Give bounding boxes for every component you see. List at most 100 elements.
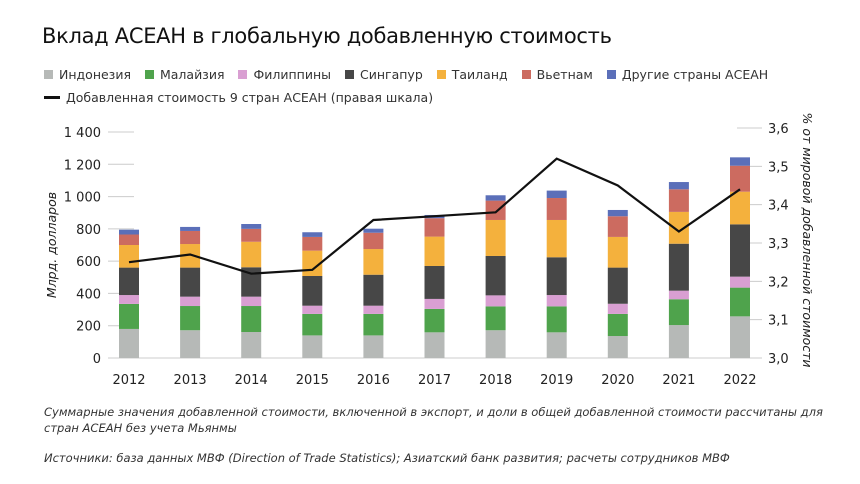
bar-segment bbox=[607, 336, 628, 358]
bar-segment bbox=[546, 295, 567, 307]
bar-segment bbox=[485, 306, 506, 331]
bar-segment bbox=[607, 303, 628, 314]
y2-axis-label: % от мировой добавленной стоимости bbox=[800, 112, 815, 367]
bar-segment bbox=[730, 287, 750, 317]
chart-source: Источники: база данных МВФ (Direction of… bbox=[44, 451, 730, 465]
bar-segment bbox=[424, 265, 445, 299]
bar-segment bbox=[546, 332, 567, 358]
legend-swatch bbox=[436, 70, 446, 79]
bar-segment bbox=[180, 230, 201, 245]
legend-item: Сингапур bbox=[345, 67, 423, 82]
bar-segment bbox=[180, 244, 201, 268]
bar-segment bbox=[119, 245, 139, 268]
bar-segment bbox=[363, 305, 384, 314]
bar-segment bbox=[668, 299, 689, 326]
bar-segment bbox=[546, 306, 567, 333]
bar-segment bbox=[180, 267, 201, 297]
y-tick-label: 1 200 bbox=[64, 158, 101, 173]
legend-label: Другие страны АСЕАН bbox=[621, 67, 769, 82]
bar-segment bbox=[485, 200, 506, 220]
bar-segment bbox=[546, 198, 567, 220]
bar-segment bbox=[302, 305, 323, 314]
bar-segment bbox=[424, 218, 445, 237]
legend-swatch bbox=[144, 70, 154, 79]
chart-title: Вклад АСЕАН в глобальную добавленную сто… bbox=[42, 24, 612, 48]
bar-segment bbox=[241, 228, 262, 242]
bar-segment bbox=[668, 290, 689, 300]
y2-tick-label: 3,6 bbox=[768, 122, 789, 137]
legend-line: Добавленная стоимость 9 стран АСЕАН (пра… bbox=[44, 90, 433, 105]
y2-tick-label: 3,4 bbox=[768, 199, 789, 214]
bar-segment bbox=[119, 303, 139, 329]
x-tick-label: 2016 bbox=[357, 373, 390, 388]
bar-segment bbox=[607, 313, 628, 337]
bar-segment bbox=[363, 232, 384, 250]
legend-swatch bbox=[606, 70, 616, 79]
y-tick-label: 400 bbox=[76, 287, 101, 302]
bar-segment bbox=[363, 313, 384, 336]
bar-segment bbox=[241, 332, 262, 358]
bar-segment bbox=[730, 165, 750, 192]
bar-segment bbox=[180, 330, 201, 358]
bar-segment bbox=[363, 274, 384, 306]
bar-segment bbox=[607, 216, 628, 237]
bar-segment bbox=[607, 209, 628, 217]
x-tick-label: 2019 bbox=[540, 373, 573, 388]
bar-segment bbox=[241, 267, 262, 297]
bar-segment bbox=[668, 189, 689, 212]
x-tick-label: 2018 bbox=[479, 373, 512, 388]
legend-label: Малайзия bbox=[159, 67, 225, 82]
x-tick-label: 2020 bbox=[601, 373, 634, 388]
bar-segment bbox=[485, 255, 506, 296]
bar-segment bbox=[424, 308, 445, 333]
bar-segment bbox=[607, 267, 628, 304]
y-tick-label: 1 400 bbox=[64, 126, 101, 141]
bar-segment bbox=[241, 296, 262, 307]
bar-segment bbox=[119, 229, 139, 235]
y-tick-label: 1 000 bbox=[64, 191, 101, 206]
bar-segment bbox=[302, 232, 323, 237]
bar-segment bbox=[302, 236, 323, 251]
bar-segment bbox=[668, 325, 689, 358]
legend-label: Филиппины bbox=[253, 67, 331, 82]
bar-segment bbox=[485, 219, 506, 256]
legend-line-label: Добавленная стоимость 9 стран АСЕАН (пра… bbox=[66, 90, 434, 105]
bar-segment bbox=[424, 298, 445, 309]
chart-note: Суммарные значения добавленной стоимости… bbox=[44, 405, 823, 435]
bar-segment bbox=[485, 330, 506, 358]
bar-segment bbox=[730, 157, 750, 166]
x-tick-label: 2012 bbox=[112, 373, 145, 388]
y-axis-label: Млрд. долларов bbox=[44, 192, 59, 298]
bar-segment bbox=[424, 332, 445, 358]
bar-segment bbox=[668, 243, 689, 291]
legend-swatch bbox=[521, 70, 531, 79]
x-tick-label: 2022 bbox=[723, 373, 756, 388]
bar-segment bbox=[546, 219, 567, 258]
bar-segment bbox=[119, 295, 139, 304]
legend-item: Малайзия bbox=[144, 67, 225, 82]
legend-item: Другие страны АСЕАН bbox=[606, 67, 769, 82]
y2-tick-label: 3,3 bbox=[768, 237, 789, 252]
legend-label: Сингапур bbox=[360, 67, 423, 82]
legend: Индонезия Малайзия Филиппины Сингапур Таилан… bbox=[44, 67, 768, 82]
bar-segment bbox=[119, 234, 139, 245]
bar-segment bbox=[363, 335, 384, 358]
y2-tick-label: 3,5 bbox=[768, 160, 789, 175]
legend-swatch bbox=[44, 70, 53, 79]
y2-tick-label: 3,0 bbox=[768, 352, 789, 367]
bar-segment bbox=[302, 275, 323, 306]
y-tick-label: 800 bbox=[76, 223, 101, 238]
x-tick-label: 2014 bbox=[235, 373, 268, 388]
bar-segment bbox=[730, 191, 750, 225]
legend-item: Вьетнам bbox=[521, 67, 593, 82]
legend-swatch bbox=[345, 70, 354, 79]
x-tick-label: 2015 bbox=[296, 373, 329, 388]
bar-segment bbox=[241, 306, 262, 333]
bar-segment bbox=[546, 257, 567, 296]
bar-segment bbox=[424, 236, 445, 266]
bar-segment bbox=[119, 328, 139, 358]
bar-segment bbox=[241, 224, 262, 229]
bar-segment bbox=[363, 249, 384, 275]
x-tick-label: 2017 bbox=[418, 373, 451, 388]
